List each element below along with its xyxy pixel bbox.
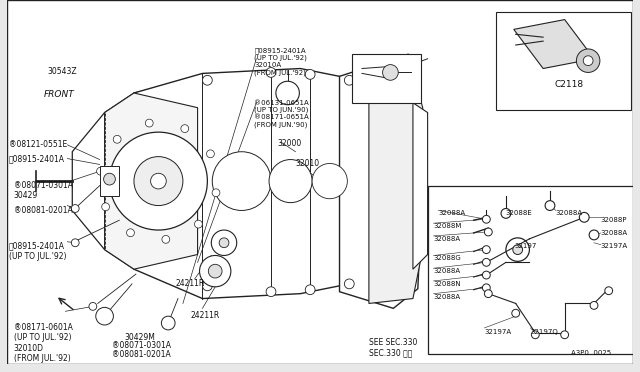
Circle shape (266, 68, 276, 77)
Circle shape (545, 201, 555, 211)
Polygon shape (104, 93, 198, 269)
Circle shape (181, 125, 189, 132)
Text: 30429M: 30429M (124, 333, 155, 341)
Circle shape (305, 285, 315, 295)
Text: 24211R: 24211R (191, 311, 220, 320)
Circle shape (266, 287, 276, 296)
Circle shape (312, 163, 348, 199)
Text: 32088P: 32088P (601, 217, 627, 223)
Polygon shape (72, 78, 198, 284)
Circle shape (102, 203, 109, 211)
Circle shape (483, 284, 490, 292)
Circle shape (305, 70, 315, 79)
Text: FRONT: FRONT (44, 90, 75, 99)
Bar (352, 54, 420, 103)
Text: ®08071-0301A: ®08071-0301A (113, 341, 172, 350)
Circle shape (89, 302, 97, 310)
Circle shape (531, 331, 540, 339)
Text: 32088A: 32088A (438, 211, 465, 217)
Text: 32010: 32010 (296, 158, 319, 167)
Text: Ⓦ08915-2401A
(UP TO JUL.'92)
32010A
(FROM JUL.'92): Ⓦ08915-2401A (UP TO JUL.'92) 32010A (FRO… (254, 47, 307, 76)
Circle shape (484, 228, 492, 236)
Polygon shape (339, 59, 423, 308)
Circle shape (276, 81, 300, 105)
Circle shape (506, 238, 529, 262)
Circle shape (512, 310, 520, 317)
Circle shape (483, 259, 490, 266)
Bar (496, 12, 631, 110)
Text: 32088E: 32088E (505, 211, 532, 217)
Circle shape (209, 264, 222, 278)
Circle shape (483, 246, 490, 254)
Circle shape (161, 316, 175, 330)
Text: 32088N: 32088N (433, 281, 461, 287)
Circle shape (212, 189, 220, 197)
Text: 32088A: 32088A (433, 268, 461, 274)
Text: 32197A: 32197A (601, 243, 628, 249)
Circle shape (134, 157, 183, 206)
Circle shape (501, 208, 511, 218)
Text: C2118: C2118 (555, 80, 584, 89)
Text: 32088G: 32088G (433, 256, 461, 262)
Polygon shape (369, 64, 423, 304)
Circle shape (344, 279, 354, 289)
Circle shape (483, 215, 490, 223)
Text: 24211R: 24211R (175, 279, 204, 288)
Text: ®06131-0651A
(UP TO JUN.'90)
®08171-0651A
(FROM JUN.'90): ®06131-0651A (UP TO JUN.'90) ®08171-0651… (254, 100, 309, 128)
Text: ®08081-0201A: ®08081-0201A (13, 206, 72, 215)
Circle shape (579, 212, 589, 222)
Circle shape (513, 245, 523, 254)
Circle shape (484, 290, 492, 298)
Circle shape (202, 281, 212, 291)
Circle shape (577, 49, 600, 73)
Circle shape (145, 119, 153, 127)
Circle shape (104, 173, 115, 185)
Circle shape (71, 239, 79, 247)
Circle shape (207, 150, 214, 158)
Text: 32197Q: 32197Q (531, 329, 558, 335)
Circle shape (589, 230, 599, 240)
Bar (428, 186, 633, 355)
Text: ®08081-0201A: ®08081-0201A (113, 350, 171, 359)
Circle shape (212, 152, 271, 211)
Text: 32088A: 32088A (601, 230, 628, 236)
Polygon shape (514, 20, 594, 68)
Text: A3P0  0025: A3P0 0025 (570, 350, 611, 356)
Text: SEE SEC.330
SEC.330 参照: SEE SEC.330 SEC.330 参照 (369, 338, 417, 357)
Circle shape (200, 256, 231, 287)
Text: Ⓥ08915-2401A: Ⓥ08915-2401A (9, 155, 65, 164)
Circle shape (162, 235, 170, 243)
Circle shape (590, 301, 598, 310)
Polygon shape (413, 103, 428, 269)
Circle shape (195, 220, 202, 228)
Text: Ⓦ08915-2401A
(UP TO JUL.'92): Ⓦ08915-2401A (UP TO JUL.'92) (9, 242, 66, 261)
Circle shape (109, 132, 207, 230)
Text: ®08171-0601A
(UP TO JUL.'92)
32010D
(FROM JUL.'92): ®08171-0601A (UP TO JUL.'92) 32010D (FRO… (13, 323, 72, 363)
Circle shape (202, 76, 212, 85)
Text: 32000: 32000 (278, 139, 302, 148)
Text: ®08121-0551E: ®08121-0551E (9, 140, 67, 149)
Circle shape (127, 229, 134, 237)
Circle shape (383, 65, 398, 80)
Circle shape (150, 173, 166, 189)
Bar (100, 166, 119, 196)
Text: 30543Z: 30543Z (48, 67, 77, 76)
Text: 32088M: 32088M (433, 223, 462, 229)
Circle shape (71, 205, 79, 212)
Text: ®08071-0301A
30429: ®08071-0301A 30429 (13, 181, 72, 201)
Polygon shape (134, 68, 359, 299)
Circle shape (483, 271, 490, 279)
Circle shape (97, 167, 104, 175)
Circle shape (211, 230, 237, 256)
Circle shape (113, 135, 121, 143)
Circle shape (96, 307, 113, 325)
Circle shape (583, 56, 593, 65)
Circle shape (605, 287, 612, 295)
Text: 32088A: 32088A (433, 236, 461, 242)
Text: 32088A: 32088A (556, 211, 583, 217)
Circle shape (269, 160, 312, 203)
Text: 32197: 32197 (515, 243, 537, 249)
Circle shape (561, 331, 568, 339)
Circle shape (219, 238, 229, 248)
Text: 32197A: 32197A (484, 329, 511, 335)
